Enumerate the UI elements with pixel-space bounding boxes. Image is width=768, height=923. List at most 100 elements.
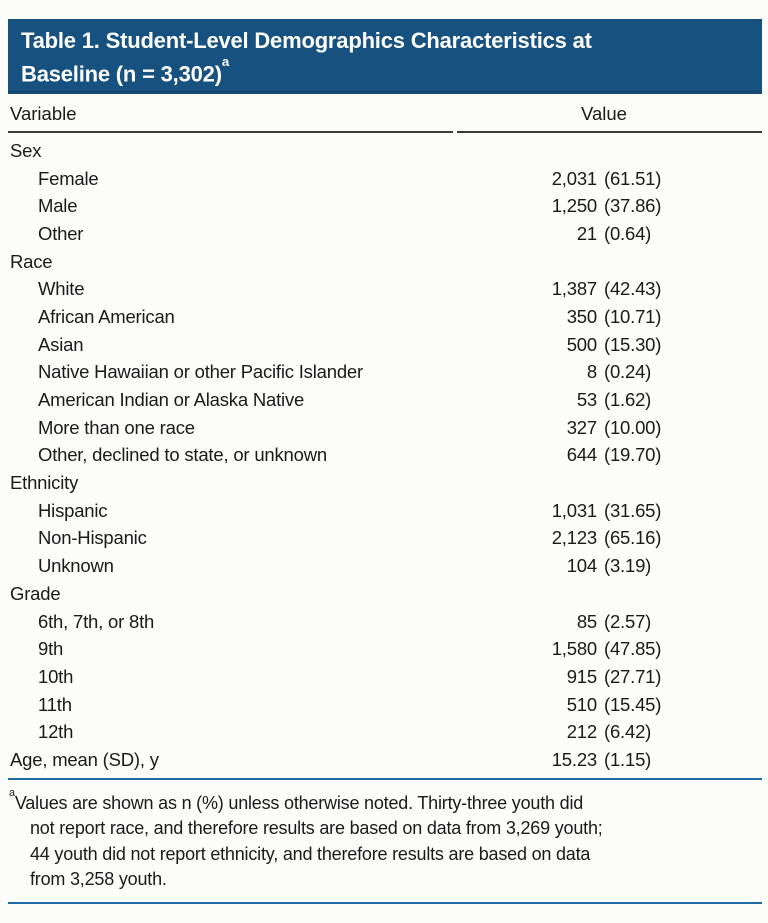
row-value-n: 8: [586, 361, 597, 383]
row-value-n: 500: [566, 333, 597, 355]
row-value-n: 1,031: [551, 499, 597, 521]
row-label: American Indian or Alaska Native: [38, 389, 305, 411]
row-value-pct: (3.19): [604, 555, 652, 577]
row-value-n: 15.23: [551, 748, 597, 770]
table-title-line-2: Baseline (n = 3,302)a: [21, 54, 750, 88]
table-row: Other, declined to state, or unknown 644 (…: [8, 442, 762, 470]
table-body: Sex Female 2,031 (61.51) Male 1,250 (37.86) Oth…: [8, 137, 762, 774]
row-label: Non-Hispanic: [38, 527, 147, 549]
row-value-pct: (0.64): [604, 222, 652, 244]
table-row: 10th 915 (27.71): [8, 663, 762, 691]
row-label: Unknown: [38, 555, 114, 577]
row-label: Grade: [10, 582, 61, 604]
row-value-n: 2,123: [551, 527, 597, 549]
footnote-text-4: from 3,258 youth.: [30, 869, 167, 890]
footnote-line-4: from 3,258 youth.: [8, 867, 762, 893]
row-label: Asian: [38, 333, 84, 355]
row-label: Other, declined to state, or unknown: [38, 444, 327, 466]
table-title-text-1: Table 1. Student-Level Demographics Char…: [21, 28, 592, 53]
column-header-rule: [8, 131, 762, 133]
row-value-n: 1,387: [551, 278, 597, 300]
table-row: Non-Hispanic 2,123 (65.16): [8, 525, 762, 553]
row-label: Age, mean (SD), y: [10, 748, 159, 770]
row-value-n: 510: [566, 693, 597, 715]
row-value-n: 644: [566, 444, 597, 466]
footnote-line-3: 44 youth did not report ethnicity, and t…: [8, 842, 762, 868]
table-row: Ethnicity: [8, 469, 762, 497]
footnote-text-1: Values are shown as n (%) unless otherwi…: [14, 792, 584, 813]
footnote-bottom-rule: [8, 901, 762, 904]
row-value-pct: (10.00): [604, 416, 662, 438]
row-value-pct: (10.71): [604, 305, 662, 327]
table-row: 12th 212 (6.42): [8, 718, 762, 746]
row-label: 11th: [38, 693, 72, 715]
table-row: 6th, 7th, or 8th 85 (2.57): [8, 608, 762, 636]
row-label: Female: [38, 167, 99, 189]
table-title-banner: Table 1. Student-Level Demographics Char…: [8, 19, 762, 94]
column-header-variable: Variable: [10, 103, 77, 124]
footnote-line-1: aValues are shown as n (%) unless otherw…: [8, 787, 762, 817]
row-value-pct: (37.86): [604, 195, 662, 217]
table-row: Female 2,031 (61.51): [8, 165, 762, 193]
table-row: Other 21 (0.64): [8, 220, 762, 248]
row-value-n: 53: [576, 389, 597, 411]
row-label: More than one race: [38, 416, 195, 438]
footnote-marker: a: [9, 787, 15, 800]
table-row: 11th 510 (15.45): [8, 691, 762, 719]
row-label: Male: [38, 195, 78, 217]
row-value-n: 350: [566, 305, 597, 327]
table-row: American Indian or Alaska Native 53 (1.62): [8, 386, 762, 414]
table-row: Native Hawaiian or other Pacific Islande…: [8, 359, 762, 387]
row-label: Hispanic: [38, 499, 108, 521]
row-value-pct: (61.51): [604, 167, 662, 189]
row-label: Ethnicity: [10, 472, 79, 494]
column-header-value: Value: [581, 103, 627, 124]
row-value-pct: (65.16): [604, 527, 662, 549]
row-value-pct: (31.65): [604, 499, 662, 521]
table-bottom-rule: [8, 777, 762, 780]
table-row: More than one race 327 (10.00): [8, 414, 762, 442]
row-label: Race: [10, 250, 53, 272]
row-label: Native Hawaiian or other Pacific Islande…: [38, 361, 363, 383]
row-value-n: 327: [566, 416, 597, 438]
row-label: Sex: [10, 139, 42, 161]
row-value-n: 1,580: [551, 638, 597, 660]
row-value-pct: (47.85): [604, 638, 662, 660]
row-value-n: 212: [566, 721, 597, 743]
row-value-pct: (15.45): [604, 693, 662, 715]
table-footnote: aValues are shown as n (%) unless otherw…: [8, 787, 762, 893]
row-value-n: 21: [576, 222, 597, 244]
row-label: 10th: [38, 665, 74, 687]
table-row: Asian 500 (15.30): [8, 331, 762, 359]
row-value-pct: (19.70): [604, 444, 662, 466]
header-rule-right-segment: [457, 131, 762, 133]
row-value-n: 2,031: [551, 167, 597, 189]
row-value-n: 915: [566, 665, 597, 687]
row-value-pct: (0.24): [604, 361, 652, 383]
table-row: White 1,387 (42.43): [8, 275, 762, 303]
row-value-n: 85: [576, 610, 597, 632]
row-value-n: 1,250: [551, 195, 597, 217]
row-value-pct: (1.15): [604, 748, 652, 770]
table-row: Male 1,250 (37.86): [8, 192, 762, 220]
row-label: African American: [38, 305, 175, 327]
table-row: Race: [8, 248, 762, 276]
table-row: Age, mean (SD), y 15.23 (1.15): [8, 746, 762, 774]
table-row: Unknown 104 (3.19): [8, 552, 762, 580]
header-rule-left-segment: [8, 131, 453, 133]
row-value-pct: (42.43): [604, 278, 662, 300]
row-value-pct: (2.57): [604, 610, 652, 632]
row-value-pct: (15.30): [604, 333, 662, 355]
row-label: 6th, 7th, or 8th: [38, 610, 155, 632]
column-header-row: Variable Value: [8, 94, 762, 131]
table-row: Grade: [8, 580, 762, 608]
footnote-line-2: not report race, and therefore results a…: [8, 816, 762, 842]
table-row: African American 350 (10.71): [8, 303, 762, 331]
row-label: 9th: [38, 638, 64, 660]
row-value-n: 104: [566, 555, 597, 577]
row-label: 12th: [38, 721, 74, 743]
table-title-text-2: Baseline (n = 3,302): [21, 61, 222, 87]
table-title-line-1: Table 1. Student-Level Demographics Char…: [21, 27, 750, 55]
title-footnote-marker: a: [221, 54, 229, 70]
